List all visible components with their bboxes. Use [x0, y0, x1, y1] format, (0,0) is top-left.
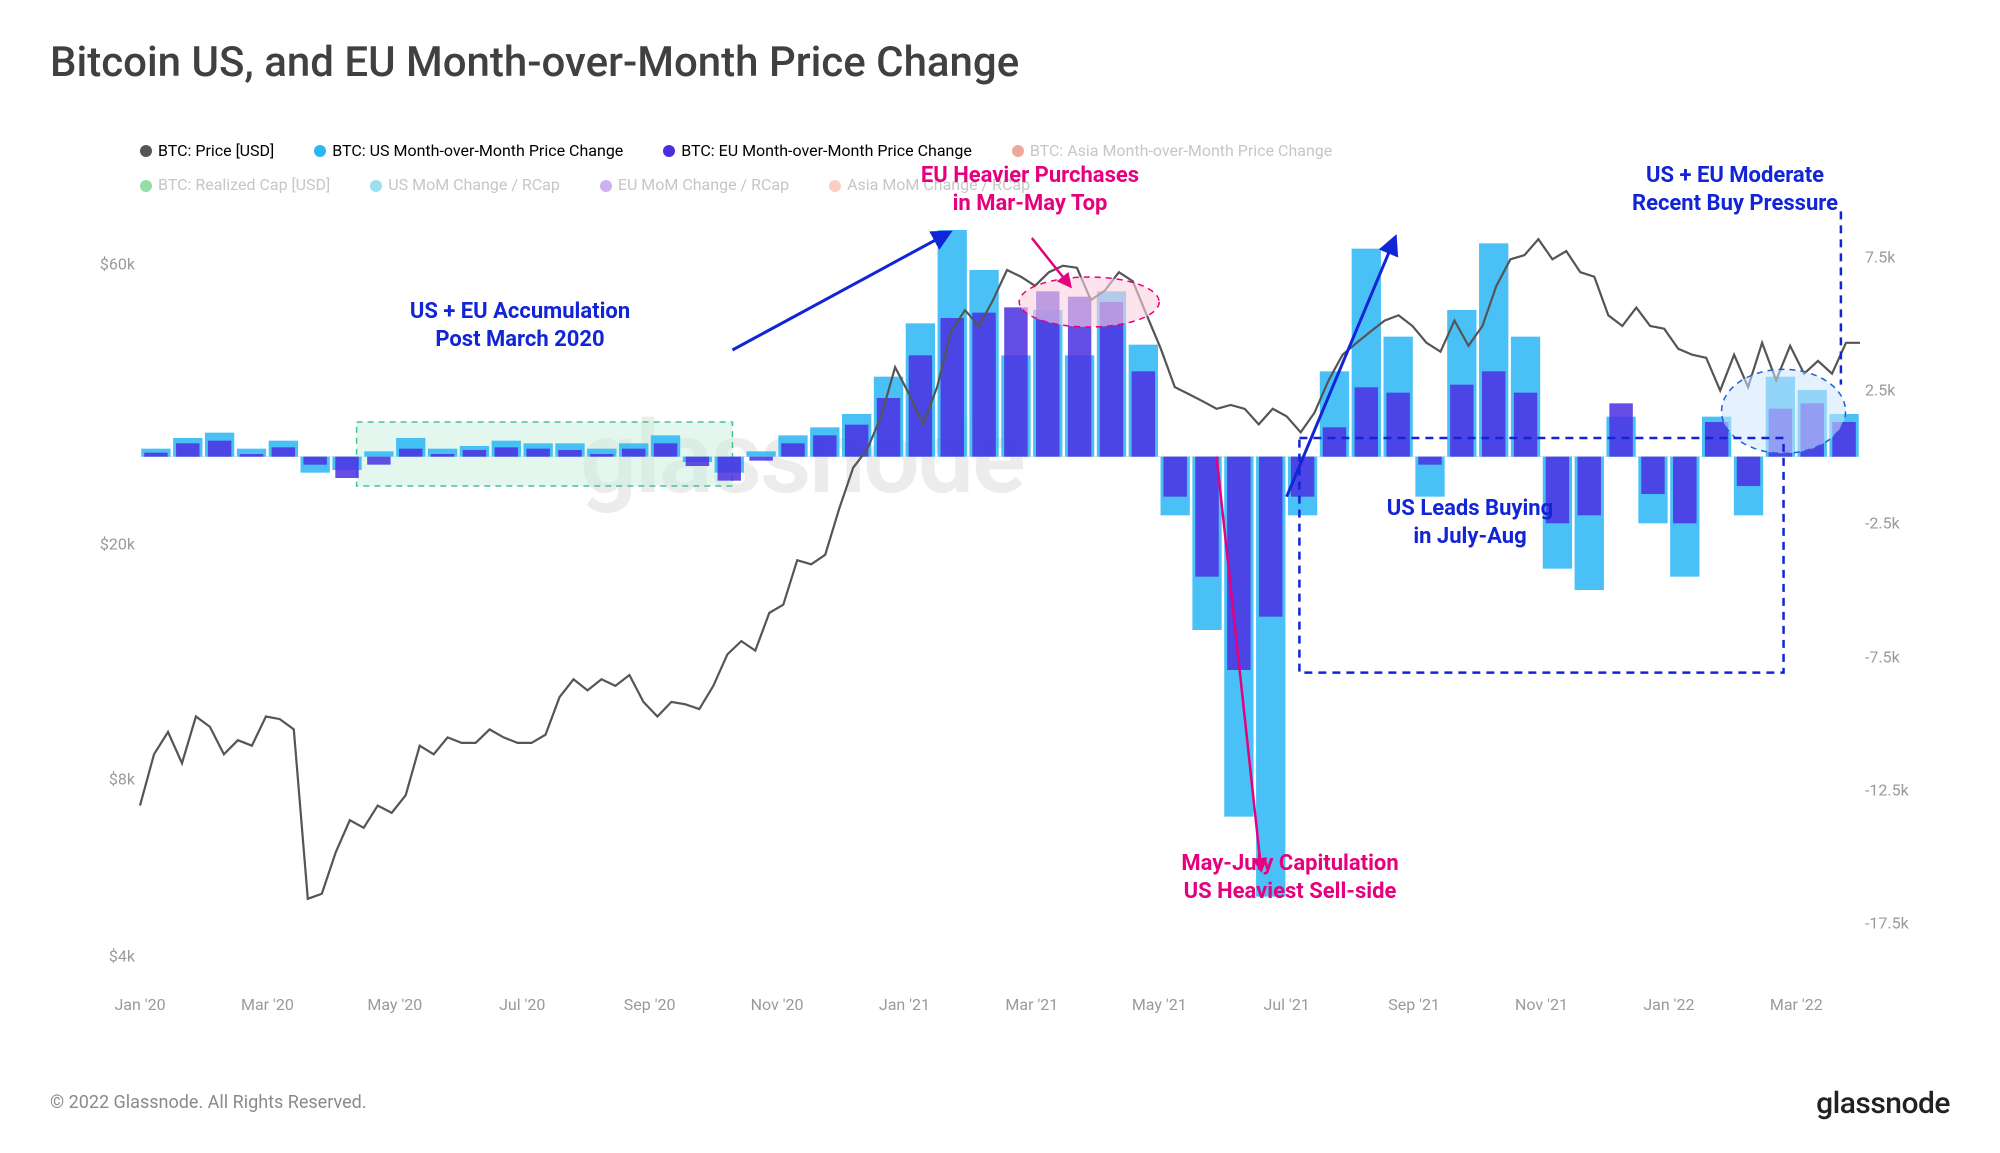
x-tick: Jan '20	[114, 995, 165, 1014]
x-tick: Mar '22	[1770, 995, 1823, 1014]
x-tick: Jul '21	[1264, 995, 1310, 1014]
x-tick: May '20	[367, 995, 422, 1014]
legend-item: BTC: Price [USD]	[140, 140, 274, 162]
x-tick: Jan '21	[879, 995, 930, 1014]
y-left-tick: $8k	[50, 769, 135, 788]
x-tick: Nov '20	[751, 995, 804, 1014]
footer-copyright: © 2022 Glassnode. All Rights Reserved.	[50, 1092, 367, 1113]
plot-svg	[140, 190, 1860, 990]
highlight-eu-heavier	[1019, 277, 1159, 327]
x-tick: Jan '22	[1643, 995, 1694, 1014]
y-right-tick: -2.5k	[1865, 514, 1950, 533]
arrow-eu-heavier	[1032, 238, 1070, 286]
x-tick: Mar '20	[241, 995, 294, 1014]
legend-label: BTC: Price [USD]	[158, 140, 274, 162]
legend-dot	[1012, 145, 1024, 157]
x-tick: Jul '20	[499, 995, 545, 1014]
x-tick: Sep '20	[624, 995, 676, 1014]
plot-area: glassnode US + EU Accumulation Post Marc…	[140, 190, 1860, 990]
highlight-moderate-buy	[1722, 369, 1846, 453]
x-tick: Mar '21	[1005, 995, 1058, 1014]
y-right-tick: -7.5k	[1865, 647, 1950, 666]
legend-dot	[663, 145, 675, 157]
y-right-tick: -17.5k	[1865, 914, 1950, 933]
y-right-tick: 7.5k	[1865, 247, 1950, 266]
legend-dot	[314, 145, 326, 157]
legend-item: BTC: US Month-over-Month Price Change	[314, 140, 623, 162]
chart-title: Bitcoin US, and EU Month-over-Month Pric…	[50, 38, 1019, 87]
y-right-tick: 2.5k	[1865, 381, 1950, 400]
chart-container: BTC: Price [USD] BTC: US Month-over-Month…	[50, 140, 1950, 1040]
legend-item: BTC: Asia Month-over-Month Price Change	[1012, 140, 1332, 162]
legend-label: BTC: Asia Month-over-Month Price Change	[1030, 140, 1332, 162]
y-left-tick: $4k	[50, 946, 135, 965]
y-axis-right: 7.5k 2.5k -2.5k -7.5k -12.5k -17.5k	[1865, 190, 1950, 990]
y-right-tick: -12.5k	[1865, 781, 1950, 800]
series-us-mom	[141, 230, 1858, 897]
x-tick: Sep '21	[1388, 995, 1440, 1014]
y-left-tick: $60k	[50, 254, 135, 273]
y-axis-left: $60k $20k $8k $4k	[50, 190, 135, 990]
x-tick: May '21	[1132, 995, 1187, 1014]
y-left-tick: $20k	[50, 535, 135, 554]
x-tick: Nov '21	[1515, 995, 1568, 1014]
legend-dot	[140, 145, 152, 157]
legend-label: BTC: US Month-over-Month Price Change	[332, 140, 623, 162]
legend-item: BTC: EU Month-over-Month Price Change	[663, 140, 972, 162]
legend-label: BTC: EU Month-over-Month Price Change	[681, 140, 972, 162]
footer-brand-logo: glassnode	[1816, 1086, 1950, 1121]
highlight-us-leads-box	[1299, 438, 1783, 673]
